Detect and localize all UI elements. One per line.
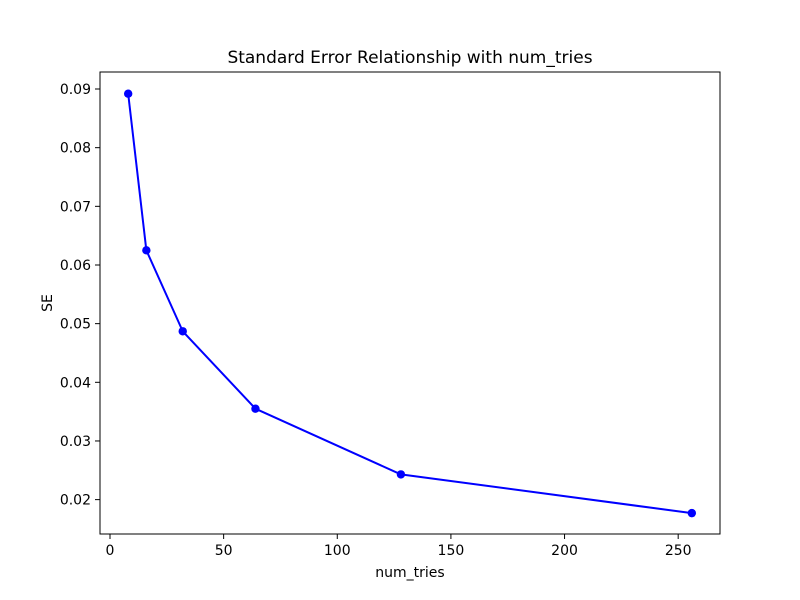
data-point-marker	[396, 470, 406, 479]
y-tick-label: 0.06	[60, 258, 91, 274]
x-tick-label: 200	[551, 543, 578, 559]
y-axis-ticks: 0.02 0.03 0.04 0.05 0.06 0.07 0.08 0.09	[60, 82, 100, 509]
y-tick-label: 0.02	[60, 493, 91, 509]
x-axis-label: num_tries	[375, 565, 444, 581]
x-tick-label: 100	[324, 543, 351, 559]
data-point-marker	[251, 404, 260, 413]
x-axis-ticks: 0 50 100 150 200 250	[106, 534, 692, 559]
x-tick-label: 50	[215, 543, 233, 559]
y-tick-label: 0.05	[60, 317, 91, 333]
data-point-marker	[687, 508, 697, 518]
plot-border	[99, 71, 721, 535]
x-tick-label: 0	[106, 543, 115, 559]
y-tick-label: 0.03	[60, 434, 91, 450]
chart-title: Standard Error Relationship with num_tri…	[227, 48, 592, 68]
data-series	[123, 89, 697, 518]
axes-spines	[99, 71, 721, 535]
y-tick-label: 0.09	[60, 82, 91, 98]
data-point-marker	[142, 246, 151, 255]
y-tick-label: 0.04	[60, 375, 91, 391]
data-point-marker	[123, 89, 133, 98]
data-point-marker	[178, 327, 187, 336]
x-tick-label: 150	[438, 543, 465, 559]
se-line	[127, 92, 693, 515]
y-tick-label: 0.08	[60, 141, 91, 157]
x-tick-label: 250	[665, 543, 692, 559]
y-tick-label: 0.07	[60, 199, 91, 215]
y-axis-label: SE	[40, 294, 56, 312]
